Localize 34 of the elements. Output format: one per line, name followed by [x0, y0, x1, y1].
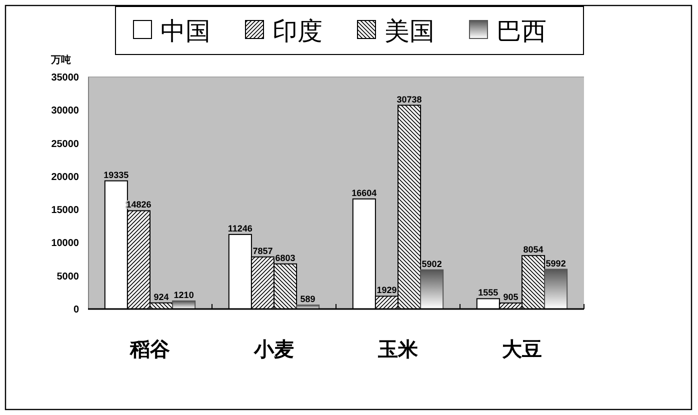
data-label: 589	[300, 294, 316, 304]
y-tick-label: 20000	[51, 172, 80, 183]
x-tick-label: 玉米	[377, 337, 419, 361]
data-label: 16604	[352, 188, 377, 198]
y-tick-label: 25000	[51, 138, 80, 150]
bar	[544, 268, 568, 310]
x-tick-label: 小麦	[253, 337, 294, 361]
legend-label: 美国	[384, 16, 434, 46]
data-label: 924	[154, 292, 169, 302]
legend-label: 中国	[160, 16, 210, 46]
bar	[420, 269, 444, 310]
data-label: 11246	[228, 223, 252, 234]
y-tick-label: 35000	[51, 72, 80, 84]
data-label: 30738	[396, 94, 422, 104]
data-label: 905	[503, 292, 518, 302]
y-tick-label: 5000	[56, 271, 80, 282]
data-label: 1210	[174, 290, 194, 300]
data-label: 1555	[478, 288, 498, 298]
y-tick-label: 0	[73, 304, 80, 316]
x-tick-label: 大豆	[502, 337, 542, 361]
data-label: 5902	[422, 258, 442, 269]
y-tick-label: 15000	[51, 205, 80, 216]
y-axis-title: 万吨	[50, 54, 71, 66]
y-tick-label: 30000	[51, 106, 80, 117]
data-label: 8054	[523, 244, 544, 255]
legend-label: 巴西	[496, 16, 546, 46]
legend-label: 印度	[272, 16, 322, 46]
y-tick-label: 10000	[51, 238, 80, 250]
x-tick-label: 稻谷	[129, 337, 171, 361]
data-label: 5992	[546, 258, 566, 268]
data-label: 6803	[275, 252, 296, 263]
data-label: 1929	[376, 285, 397, 296]
data-label: 7857	[252, 246, 273, 256]
data-label: 19335	[104, 170, 129, 180]
